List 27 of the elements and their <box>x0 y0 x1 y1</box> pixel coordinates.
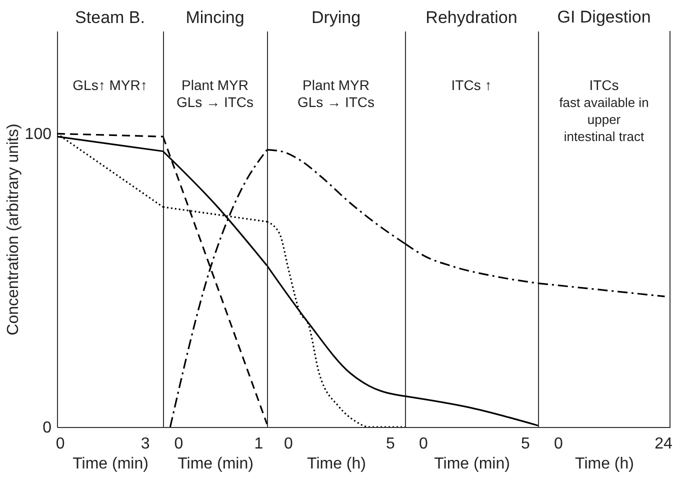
x-tick-label: 5 <box>386 436 395 452</box>
chart-title: Rehydration <box>426 8 518 27</box>
y-tick-label: 100 <box>24 126 52 144</box>
x-axis-title: Time (h) <box>307 456 366 472</box>
chart-title: Drying <box>311 8 361 27</box>
annotation: GLs↑ MYR↑ <box>72 77 148 93</box>
x-axis-title: Time (min) <box>434 456 510 472</box>
x-tick-label: 24 <box>654 436 672 452</box>
x-tick-label: 5 <box>520 436 530 452</box>
x-tick-label: 0 <box>56 436 65 452</box>
annotation: Plant MYR GLs → ITCs <box>297 77 375 110</box>
x-tick-label: 3 <box>140 436 150 452</box>
x-tick-label: 0 <box>554 436 564 452</box>
x-axis-title: Time (h) <box>575 456 634 472</box>
x-tick-label: 0 <box>419 436 428 452</box>
x-axis-title: Time (min) <box>72 456 148 472</box>
chart-title: GI Digestion <box>557 8 651 26</box>
x-axis-title: Time (min) <box>178 456 254 472</box>
chart-title: Mincing <box>186 8 244 27</box>
annotation: ITCs fast available in upper intestinal tract <box>559 77 649 144</box>
x-tick-label: 0 <box>174 436 184 452</box>
chart-title: Steam B. <box>75 8 145 27</box>
x-tick-label: 0 <box>284 436 294 452</box>
x-tick-label: 1 <box>254 436 264 452</box>
annotation: Plant MYR GLs → ITCs <box>176 77 254 110</box>
annotation: ITCs ↑ <box>451 77 492 93</box>
y-axis-title: Concentration (arbitrary units) <box>4 124 22 336</box>
